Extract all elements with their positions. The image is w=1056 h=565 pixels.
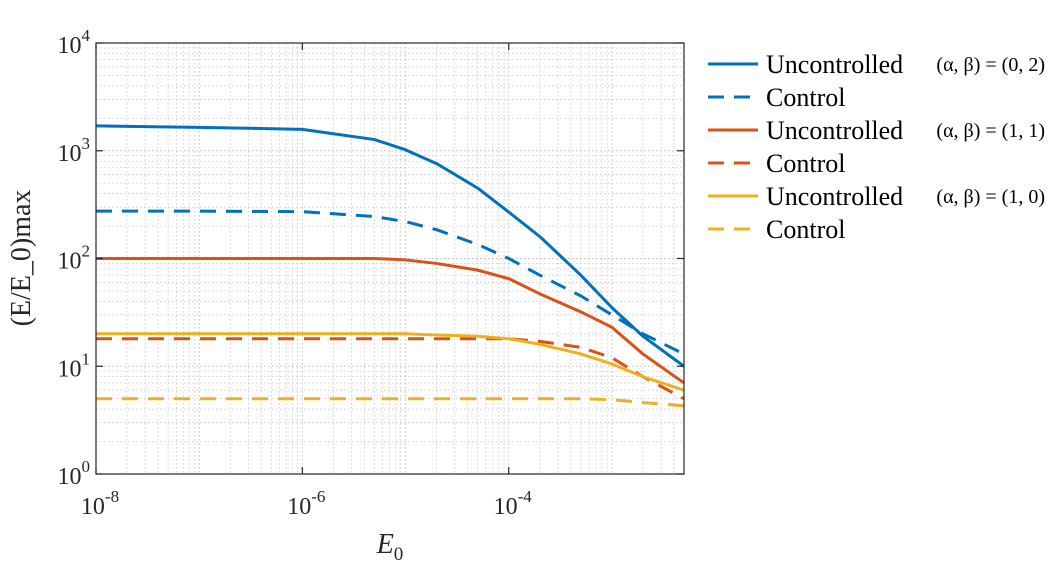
y-tick-label: 100 <box>58 457 91 490</box>
legend-param-3: (α, β) = (1, 1) <box>936 120 1045 142</box>
legend-label-5: Uncontrolled <box>766 182 903 211</box>
y-tick-label: 104 <box>58 26 91 59</box>
x-tick-label: 10-8 <box>81 487 119 520</box>
axis-ticks: 10-8 10-6 10-4 100 101 102 103 104 <box>58 26 684 520</box>
legend-label-1: Uncontrolled <box>766 50 903 79</box>
y-tick-label: 103 <box>58 134 91 167</box>
legend-param-1: (α, β) = (0, 2) <box>936 54 1045 76</box>
axis-labels: E0 (E/E_0)max <box>6 190 403 565</box>
y-axis-label: (E/E_0)max <box>6 190 37 327</box>
x-tick-label: 10-4 <box>494 487 533 520</box>
series-lines <box>95 124 685 408</box>
y-tick-label: 101 <box>58 349 91 382</box>
x-tick-label: 10-6 <box>287 487 325 520</box>
series-line-5 <box>96 332 685 392</box>
legend-param-5: (α, β) = (1, 0) <box>936 186 1045 208</box>
y-tick-label: 102 <box>58 242 91 275</box>
legend-label-4: Control <box>766 149 845 178</box>
legend-label-6: Control <box>766 215 845 244</box>
legend-label-2: Control <box>766 83 845 112</box>
x-axis-label: E0 <box>376 529 404 565</box>
series-line-1 <box>95 124 685 368</box>
legend-label-3: Uncontrolled <box>766 116 903 145</box>
legend: Uncontrolled (α, β) = (0, 2) Control Uncont… <box>708 50 1045 244</box>
series-line-3 <box>96 257 685 385</box>
series-line-6 <box>96 397 685 408</box>
